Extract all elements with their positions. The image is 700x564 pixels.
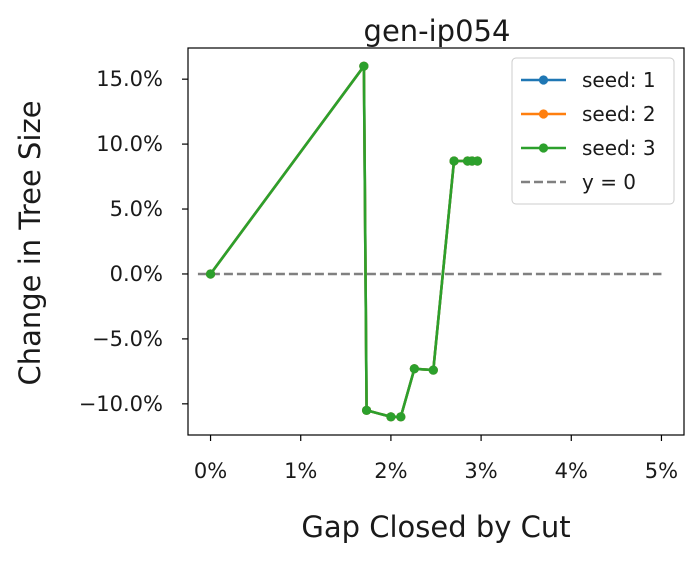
legend-swatch-marker: [538, 143, 549, 153]
legend-label: seed: 3: [582, 136, 656, 160]
data-point: [361, 405, 372, 415]
y-tick-label: 10.0%: [96, 132, 163, 156]
data-point: [449, 156, 459, 166]
y-axis: 15.0% 10.0% 5.0% 0.0% −5.0% −10.0%: [79, 67, 188, 416]
chart-title: gen-ip054: [364, 14, 511, 48]
legend-item: seed: 1: [521, 68, 656, 92]
y-tick-label: 15.0%: [96, 67, 163, 91]
legend-item: seed: 2: [521, 102, 656, 126]
data-point: [428, 365, 438, 375]
data-point: [396, 412, 406, 422]
series-line: [209, 64, 478, 419]
data-point: [409, 364, 419, 374]
legend-box: [511, 57, 675, 205]
series-line: [209, 64, 478, 419]
legend-item: y = 0: [521, 170, 636, 194]
x-axis-label: Gap Closed by Cut: [301, 510, 570, 544]
x-tick-label: 3%: [464, 459, 497, 483]
x-tick-label: 1%: [284, 459, 317, 483]
series-2: [205, 61, 483, 422]
data-point: [205, 269, 216, 279]
series-line: [209, 64, 478, 419]
y-tick-label: 5.0%: [110, 197, 163, 221]
legend-swatch-marker: [538, 75, 549, 85]
series-1: [205, 61, 483, 422]
legend-swatch-marker: [538, 109, 549, 119]
x-tick-label: 4%: [555, 459, 588, 483]
legend-label: seed: 2: [582, 102, 656, 126]
legend-label: seed: 1: [582, 68, 656, 92]
series-3: [205, 61, 483, 422]
y-tick-label: −10.0%: [79, 392, 163, 416]
legend-item: seed: 3: [521, 136, 656, 160]
series-layer: [205, 61, 483, 422]
x-tick-label: 2%: [374, 459, 407, 483]
data-point: [386, 412, 396, 422]
data-point: [359, 61, 369, 71]
y-tick-label: −5.0%: [92, 327, 163, 351]
y-axis-label: Change in Tree Size: [13, 100, 47, 385]
data-point: [472, 156, 483, 166]
legend-label: y = 0: [582, 170, 636, 194]
x-axis: 0% 1% 2% 3% 4% 5%: [194, 435, 678, 483]
x-tick-label: 5%: [645, 459, 678, 483]
legend: seed: 1 seed: 2 seed: 3 y = 0: [511, 57, 675, 205]
x-tick-label: 0%: [194, 459, 227, 483]
y-tick-label: 0.0%: [110, 262, 163, 286]
plot-area: [187, 47, 685, 436]
